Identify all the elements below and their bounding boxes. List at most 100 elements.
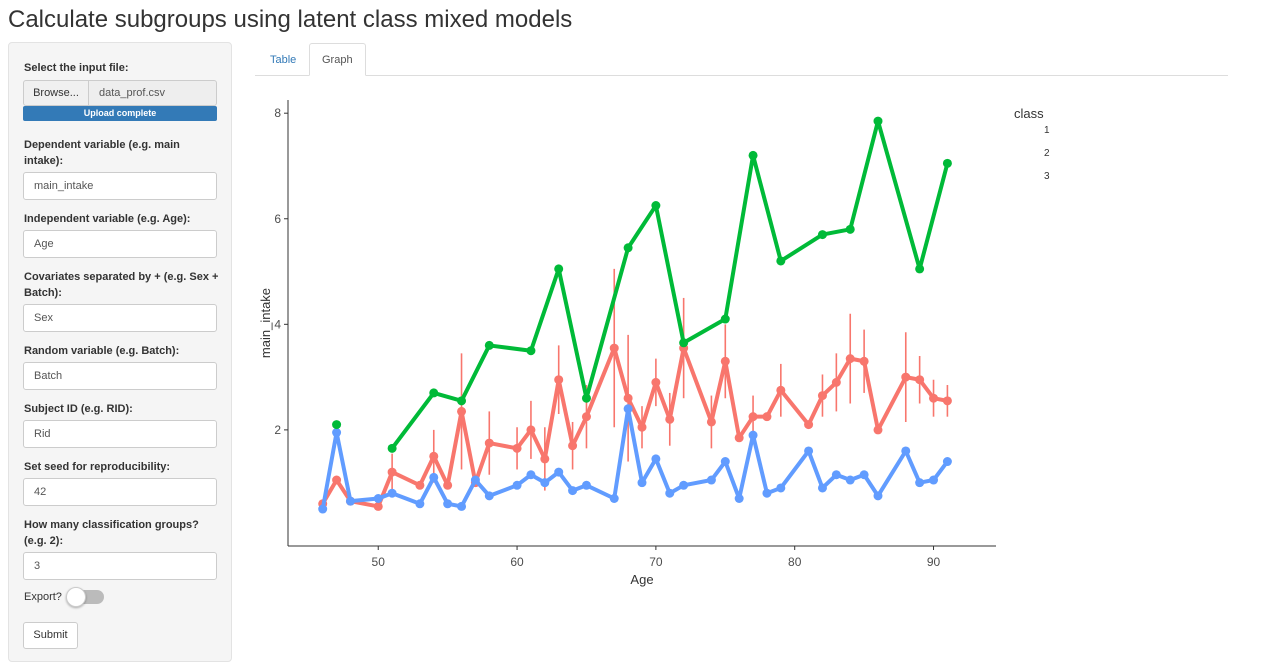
point-class-1 bbox=[748, 412, 758, 422]
toggle-knob[interactable] bbox=[65, 587, 86, 607]
point-class-1 bbox=[776, 385, 786, 395]
point-class-1 bbox=[942, 396, 952, 406]
point-class-3 bbox=[429, 472, 439, 482]
groups-input[interactable]: 3 bbox=[23, 552, 217, 580]
point-class-3 bbox=[637, 478, 647, 488]
point-class-1 bbox=[804, 420, 814, 430]
point-class-2 bbox=[581, 393, 591, 403]
point-class-1 bbox=[706, 417, 716, 427]
point-class-1 bbox=[609, 343, 619, 353]
page-title: Calculate subgroups using latent class m… bbox=[8, 6, 573, 33]
point-class-1 bbox=[387, 467, 397, 477]
tab-graph[interactable]: Graph bbox=[309, 43, 366, 76]
seed-label: Set seed for reproducibility: bbox=[24, 461, 171, 473]
submit-button[interactable]: Submit bbox=[23, 622, 78, 649]
point-class-3 bbox=[873, 491, 883, 501]
x-tick-label: 60 bbox=[510, 555, 524, 569]
point-class-3 bbox=[748, 430, 758, 440]
point-class-3 bbox=[470, 475, 480, 485]
point-class-2 bbox=[484, 340, 494, 350]
point-class-3 bbox=[859, 470, 869, 480]
dependent-variable-input[interactable]: main_intake bbox=[23, 172, 217, 200]
point-class-3 bbox=[318, 504, 328, 514]
point-class-1 bbox=[915, 375, 925, 385]
input-file-label: Select the input file: bbox=[24, 62, 129, 74]
point-class-1 bbox=[443, 480, 453, 490]
point-class-3 bbox=[845, 475, 855, 485]
point-class-3 bbox=[734, 493, 744, 503]
point-class-2 bbox=[332, 420, 342, 430]
browse-button[interactable]: Browse... bbox=[23, 80, 89, 106]
groups-label: How many classification groups? (e.g. 2)… bbox=[24, 519, 199, 547]
point-class-1 bbox=[457, 406, 467, 416]
point-class-3 bbox=[929, 475, 939, 485]
point-class-2 bbox=[915, 264, 925, 274]
point-class-1 bbox=[512, 443, 522, 453]
tab-bar: Table Graph bbox=[255, 43, 1228, 76]
point-class-3 bbox=[457, 501, 467, 511]
point-class-2 bbox=[526, 346, 536, 356]
point-class-3 bbox=[831, 470, 841, 480]
point-class-2 bbox=[554, 264, 564, 274]
point-class-3 bbox=[554, 467, 564, 477]
point-class-2 bbox=[942, 158, 952, 168]
point-class-3 bbox=[720, 457, 730, 467]
point-class-3 bbox=[762, 488, 772, 498]
point-class-3 bbox=[623, 404, 633, 414]
upload-progress-bar: Upload complete bbox=[23, 106, 217, 121]
point-class-2 bbox=[387, 443, 397, 453]
point-class-2 bbox=[651, 201, 661, 211]
y-tick-label: 6 bbox=[274, 212, 281, 226]
independent-variable-input[interactable]: Age bbox=[23, 230, 217, 258]
point-class-1 bbox=[873, 425, 883, 435]
x-tick-label: 50 bbox=[372, 555, 386, 569]
point-class-1 bbox=[332, 475, 342, 485]
covariates-input[interactable]: Sex bbox=[23, 304, 217, 332]
point-class-3 bbox=[332, 428, 342, 438]
point-class-2 bbox=[845, 224, 855, 234]
point-class-3 bbox=[443, 499, 453, 509]
export-label: Export? bbox=[24, 591, 62, 603]
point-class-3 bbox=[345, 496, 355, 506]
point-class-3 bbox=[651, 454, 661, 464]
point-class-2 bbox=[748, 150, 758, 160]
point-class-1 bbox=[720, 356, 730, 366]
point-class-1 bbox=[734, 433, 744, 443]
x-tick-label: 80 bbox=[788, 555, 802, 569]
tab-table[interactable]: Table bbox=[270, 54, 297, 66]
point-class-2 bbox=[429, 388, 439, 398]
legend-entry-class-2: 2 bbox=[1044, 148, 1050, 159]
point-class-3 bbox=[540, 478, 550, 488]
point-class-2 bbox=[776, 256, 786, 266]
export-toggle-group: Export? bbox=[24, 587, 104, 607]
point-class-2 bbox=[873, 116, 883, 126]
independent-variable-label: Independent variable (e.g. Age): bbox=[24, 213, 191, 225]
point-class-2 bbox=[817, 230, 827, 240]
subject-id-label: Subject ID (e.g. RID): bbox=[24, 403, 133, 415]
point-class-3 bbox=[387, 488, 397, 498]
covariates-label: Covariates separated by + (e.g. Sex + Ba… bbox=[24, 271, 219, 299]
file-input[interactable]: Browse... data_prof.csv bbox=[23, 80, 217, 106]
random-variable-label: Random variable (e.g. Batch): bbox=[24, 345, 180, 357]
point-class-3 bbox=[568, 486, 578, 496]
point-class-1 bbox=[831, 377, 841, 387]
point-class-1 bbox=[540, 454, 550, 464]
subject-id-input[interactable]: Rid bbox=[23, 420, 217, 448]
y-tick-label: 4 bbox=[274, 317, 281, 331]
seed-input[interactable]: 42 bbox=[23, 478, 217, 506]
sidebar-panel: Select the input file: Browse... data_pr… bbox=[8, 42, 232, 662]
point-class-1 bbox=[845, 354, 855, 364]
point-class-3 bbox=[817, 483, 827, 493]
point-class-3 bbox=[776, 483, 786, 493]
random-variable-input[interactable]: Batch bbox=[23, 362, 217, 390]
point-class-3 bbox=[512, 480, 522, 490]
y-tick-label: 8 bbox=[274, 106, 281, 120]
point-class-1 bbox=[929, 393, 939, 403]
export-toggle[interactable] bbox=[65, 587, 104, 607]
point-class-3 bbox=[915, 478, 925, 488]
point-class-1 bbox=[762, 412, 772, 422]
point-class-1 bbox=[581, 412, 591, 422]
file-name-field: data_prof.csv bbox=[89, 80, 217, 106]
point-class-2 bbox=[679, 338, 689, 348]
